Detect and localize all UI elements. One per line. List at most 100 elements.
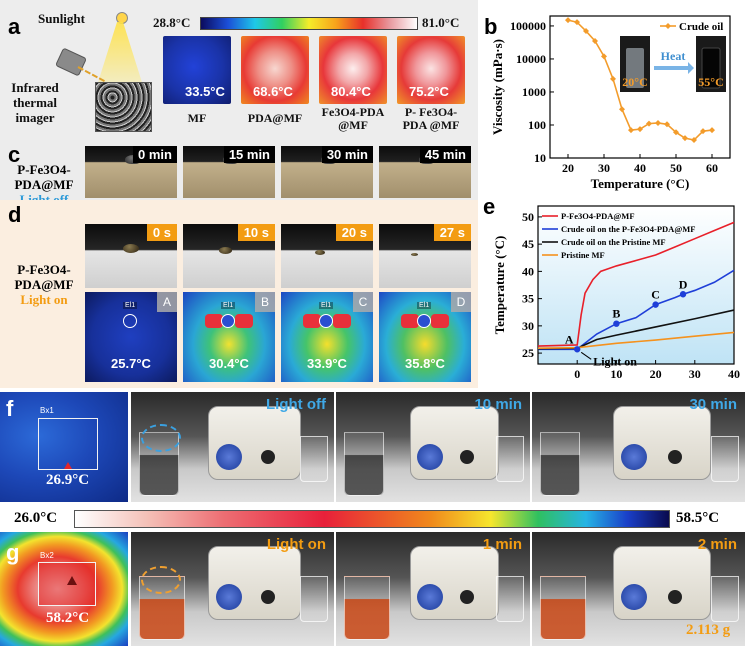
panel-c-time: 0 min [133,146,177,163]
chart-b-legend-marker [665,23,671,29]
pump-knob-icon [260,450,275,464]
chart-b-point [682,135,688,142]
panel-d-thermal: El1 D 35.8°C [379,292,471,382]
panel-d-photo: 20 s [281,224,373,288]
chart-e-series-line [537,331,735,349]
panel-g-photo: Light on [131,532,334,646]
chart-e-ytick-label: 30 [522,319,534,333]
chart-b-point [583,28,589,35]
panel-g-mass: 2.113 g [686,622,731,638]
panel-d-letter: d [8,202,22,227]
panel-c-photo: 45 min [379,146,471,198]
panel-a-letter: a [8,14,21,39]
temp-p-fe3o4: 75.2°C [409,84,449,99]
chart-b-ytick-label: 100 [528,118,546,132]
panel-g-marker-icon [67,576,77,585]
panel-g-photo: 1 min [336,532,530,646]
chart-b-xtick-label: 30 [598,161,610,175]
chart-b-xtick-label: 50 [670,161,682,175]
pump-body-icon [208,406,302,480]
pump-knob-icon [460,590,475,604]
panel-f-frame-label: 10 min [474,396,522,413]
panel-d-frame-letter: B [255,292,275,312]
panel-f-frame-label: Light off [266,396,326,413]
hot-spot-right [333,314,351,328]
thermal-p-fe3o4 [397,36,465,104]
pump-knob-icon [460,450,475,464]
foam-cube-image [95,82,152,132]
panel-f-photo: 30 min [532,392,745,502]
panel-d-thermal: El1 C 33.9°C [281,292,373,382]
panel-g-photo: 2 min [532,532,745,646]
oil-droplet-icon [315,250,325,255]
chart-b-legend-label: Crude oil [679,21,723,33]
chart-e-ytick-label: 35 [522,292,534,306]
chart-e-point [574,346,581,353]
pump-body-icon [208,546,302,620]
panel-g-letter: g [6,540,20,565]
label-fe3o4: Fe3O4-PDA @MF [321,105,385,132]
panel-g-frame-label: 1 min [482,536,522,553]
panel-g-zoom-circle [141,566,181,594]
panel-f-marker-icon [64,462,72,469]
chart-b-xlabel: Temperature (°C) [591,176,690,191]
chart-b-point [709,127,715,134]
thermal-pda [241,36,309,104]
panel-f-frame-label: 30 min [689,396,737,413]
panel-f-zoom-circle [141,424,181,452]
sunlight-label: Sunlight [38,11,85,26]
oil-droplet-icon [123,244,139,253]
beaker-icon [344,432,384,496]
marker-circle-icon [417,314,431,328]
inset-cold-vial [626,48,644,88]
chart-e-frame [537,205,735,365]
chart-e-annotation-arrow [580,351,592,360]
panel-e-letter: e [483,194,496,219]
marker-label: El1 [319,302,334,309]
panel-f-letter: f [6,396,14,421]
chart-e-legend-label: Pristine MF [561,250,605,260]
chart-e-point-label: B [612,307,620,321]
pump-knob-icon [668,450,683,464]
hot-spot-left [303,314,321,328]
chart-e-ytick-label: 40 [522,264,534,278]
panel-d-time: 10 s [237,224,275,241]
panel-f-photo: 10 min [336,392,530,502]
pump-head-icon [216,444,243,470]
panel-b-letter: b [484,14,498,39]
hot-spot-left [205,314,223,328]
chart-e-ytick-label: 50 [522,210,534,224]
label-p-fe3o4: P- Fe3O4- PDA @MF [402,105,460,132]
chart-e-point [652,301,659,308]
beaker-right-icon [300,576,328,622]
panel-g-temp: 58.2°C [46,610,90,626]
scale-bar-max: 58.5°C [676,510,720,526]
chart-b-ytick-label: 10 [534,151,546,165]
panel-c-letter: c [8,142,21,167]
chart-b-xtick-label: 20 [562,161,574,175]
beaker-icon [540,432,580,496]
chart-b-point [673,129,679,136]
chart-e-point [679,291,687,298]
scale-bar-min: 26.0°C [14,510,58,526]
beaker-right-icon [711,576,739,622]
scale-a-min: 28.8°C [153,15,191,30]
panel-d-frame-letter: D [451,292,471,312]
temp-mf: 33.5°C [185,84,225,99]
marker-label: El1 [221,302,236,309]
marker-label: El1 [123,302,138,309]
panel-d-photo: 10 s [183,224,275,288]
panel-c-photo: 0 min [85,146,177,198]
hot-spot-right [235,314,253,328]
chart-b-point [646,120,652,127]
pump-knob-icon [260,590,275,604]
chart-b-point [601,53,607,60]
marker-label: El1 [417,302,432,309]
chart-e-legend-label: Crude oil on the P-Fe3O4-PDA@MF [561,224,695,234]
chart-b-ylabel: Viscosity (mPa·s) [490,39,505,135]
panel-d-photo: 0 s [85,224,177,288]
panel-d-thermal: El1 B 30.4°C [183,292,275,382]
panel-g-frame-label: 2 min [697,536,737,553]
chart-b-point [565,17,571,24]
oil-droplet-icon [411,253,418,256]
